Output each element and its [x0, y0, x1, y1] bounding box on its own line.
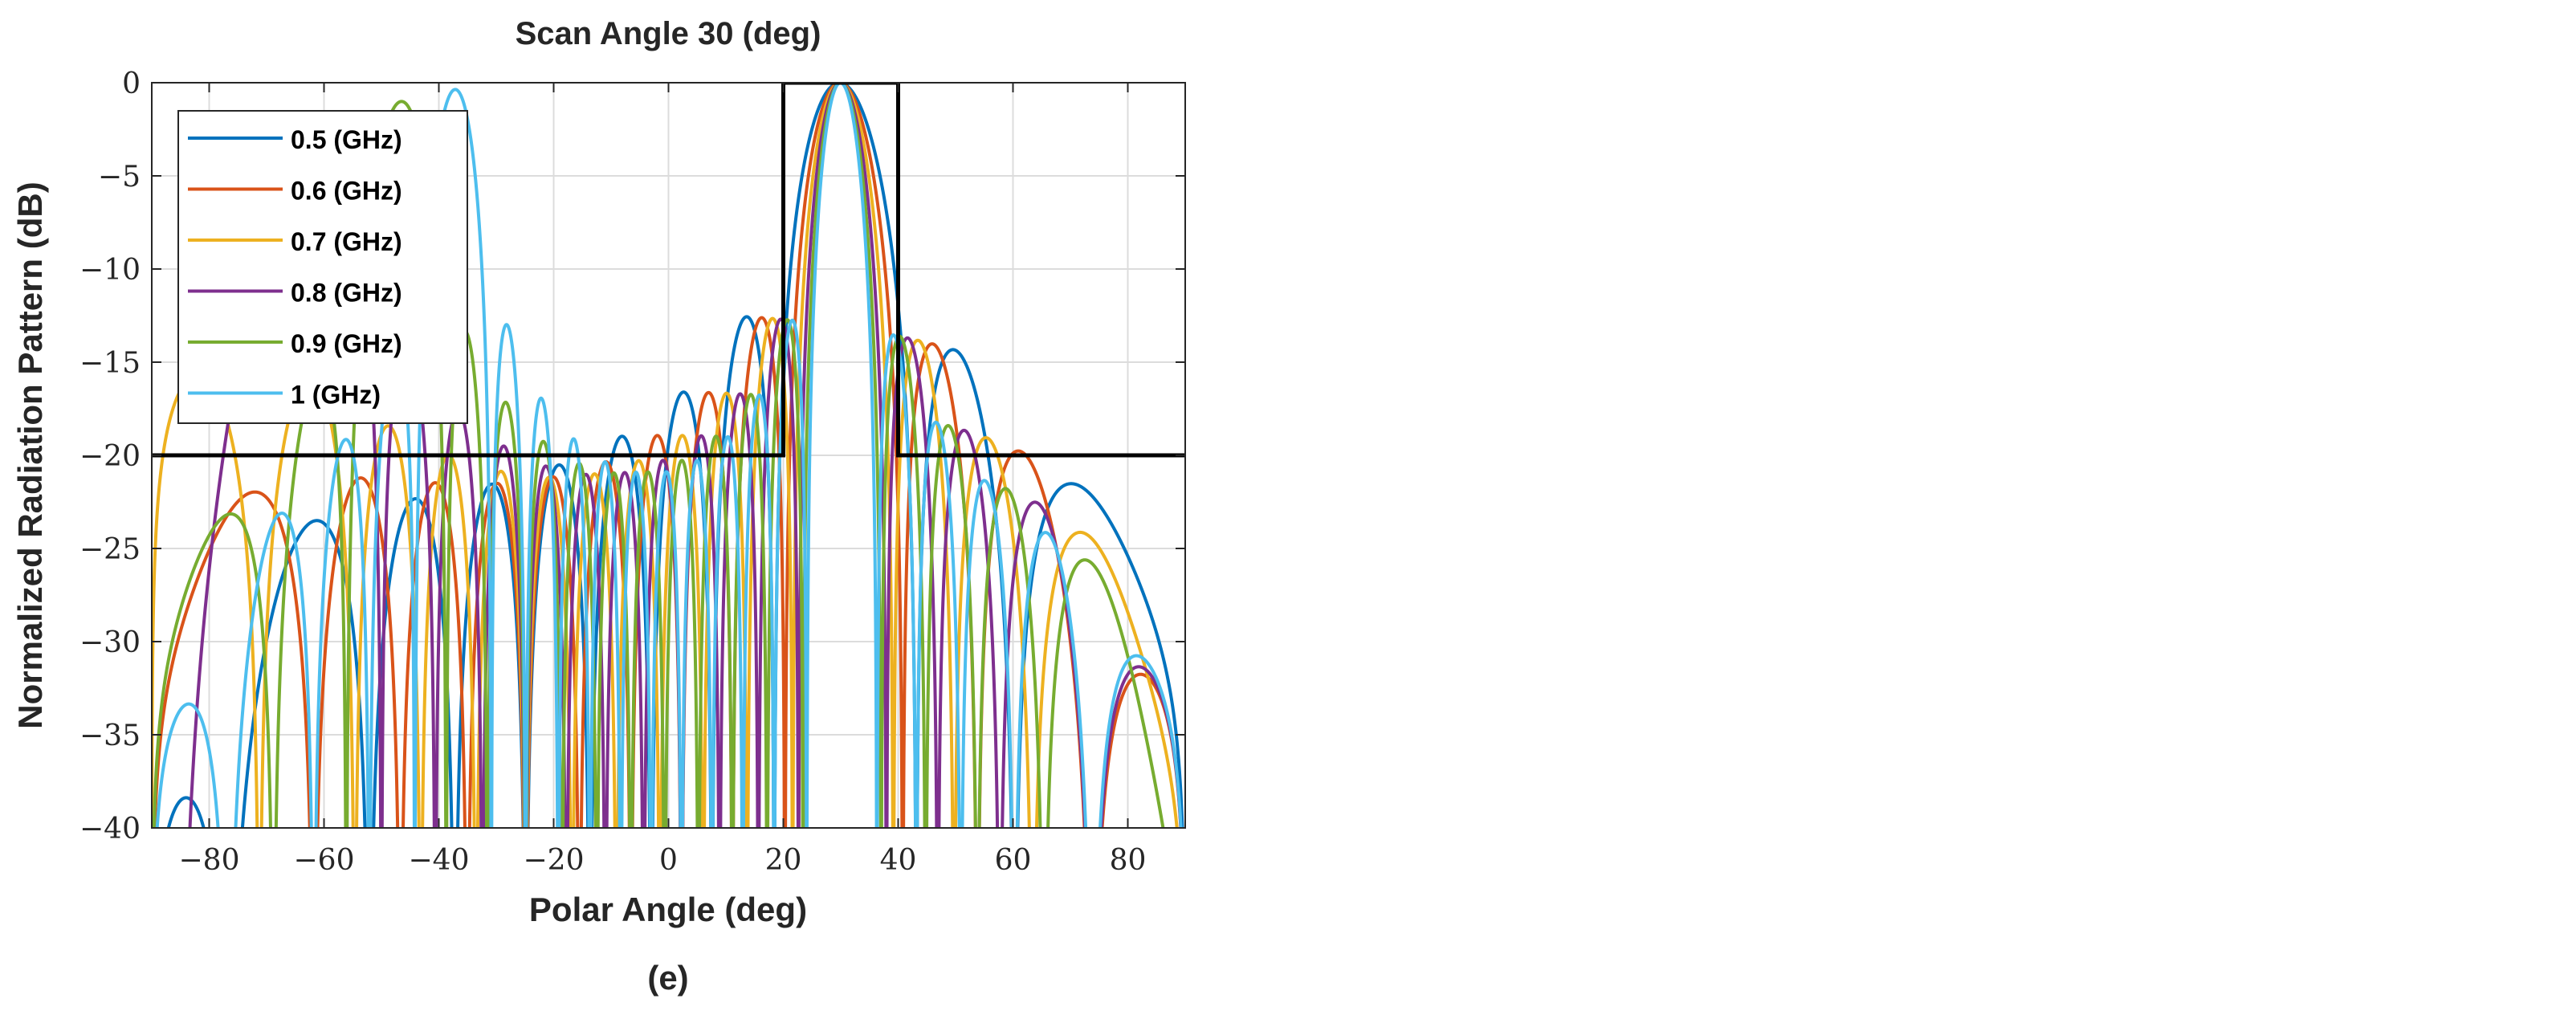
legend-label: 0.7 (GHz) — [291, 227, 402, 256]
legend-label: 0.9 (GHz) — [291, 329, 402, 358]
ticks: −80 −60 −40 −20 0 20 40 60 80 0 −5 −10 −15 −20 −25 −30 −… — [79, 67, 1185, 877]
mask-line — [152, 83, 1185, 458]
y-tick-label: −20 — [79, 440, 141, 473]
legend-label: 0.5 (GHz) — [291, 125, 402, 154]
x-tick-label: −40 — [409, 844, 470, 877]
y-tick-label: −40 — [79, 813, 141, 846]
chart-title: Scan Angle 30 (deg) — [516, 16, 821, 51]
series-line — [155, 83, 1183, 828]
x-tick-label: 60 — [995, 844, 1032, 877]
x-tick-label: 40 — [880, 844, 917, 877]
x-tick-label: −20 — [524, 844, 585, 877]
x-tick-label: 80 — [1110, 844, 1147, 877]
y-tick-label: −5 — [98, 161, 141, 194]
x-tick-label: −60 — [294, 844, 355, 877]
x-tick-label: 20 — [765, 844, 802, 877]
x-axis-title: Polar Angle (deg) — [529, 891, 807, 928]
mask-group — [152, 83, 1185, 458]
legend-label: 0.8 (GHz) — [291, 279, 402, 308]
y-tick-label: −10 — [79, 254, 141, 287]
legend-label: 1 (GHz) — [291, 381, 381, 410]
y-tick-label: −25 — [79, 533, 141, 566]
y-axis-title: Normalized Radiation Pattern (dB) — [11, 181, 49, 728]
legend-box — [177, 110, 468, 424]
x-tick-label: −80 — [179, 844, 240, 877]
y-tick-label: −35 — [79, 720, 141, 752]
y-tick-label: −30 — [79, 626, 141, 659]
y-tick-label: −15 — [79, 347, 141, 380]
legend: 0.5 (GHz) 0.6 (GHz) 0.7 (GHz) 0.8 (GHz) 0.9 … — [177, 110, 468, 424]
x-tick-label: 0 — [659, 844, 678, 877]
figure-caption: (e) — [647, 959, 688, 997]
series-line — [166, 83, 1184, 828]
legend-label: 0.6 (GHz) — [291, 177, 402, 206]
y-tick-label: 0 — [122, 67, 141, 100]
